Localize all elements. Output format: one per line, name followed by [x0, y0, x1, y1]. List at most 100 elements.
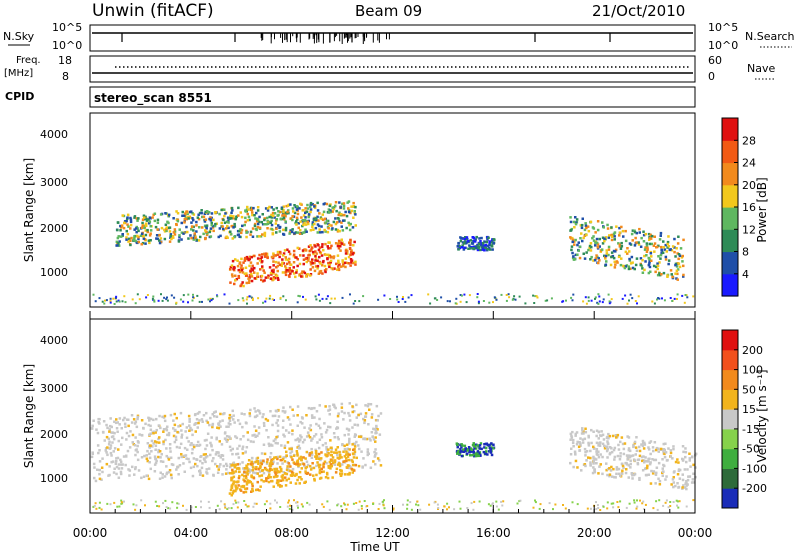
heatmap-cell: [344, 249, 348, 252]
heatmap-cell: [227, 221, 230, 224]
heatmap-cell: [126, 449, 130, 453]
heatmap-cell: [167, 456, 170, 460]
heatmap-cell: [592, 445, 595, 449]
heatmap-noise-cell: [665, 499, 668, 502]
heatmap-cell: [107, 437, 110, 441]
heatmap-cell: [315, 464, 318, 468]
heatmap-cell: [642, 233, 646, 237]
heatmap-noise-cell: [383, 499, 385, 502]
heatmap-cell: [225, 468, 228, 471]
heatmap-cell: [232, 217, 235, 220]
heatmap-cell: [573, 450, 577, 453]
heatmap-cell: [373, 455, 377, 458]
heatmap-cell: [191, 433, 194, 437]
heatmap-cell: [232, 418, 235, 421]
heatmap-noise-cell: [377, 508, 380, 510]
heatmap-cell: [260, 278, 263, 282]
heatmap-cell: [277, 261, 280, 264]
heatmap-cell: [175, 223, 178, 227]
heatmap-cell: [123, 220, 127, 223]
heatmap-cell: [309, 452, 312, 455]
heatmap-noise-cell: [446, 502, 449, 505]
heatmap-cell: [607, 245, 611, 249]
heatmap-cell: [588, 246, 591, 249]
heatmap-cell: [477, 454, 480, 458]
heatmap-cell: [309, 249, 312, 253]
heatmap-cell: [486, 247, 489, 251]
heatmap-cell: [287, 418, 291, 421]
heatmap-cell: [251, 487, 254, 491]
heatmap-noise-cell: [478, 500, 481, 503]
heatmap-cell: [106, 426, 109, 430]
heatmap-noise-cell: [226, 508, 229, 510]
heatmap-cell: [650, 234, 654, 238]
heatmap-cell: [689, 465, 692, 468]
heatmap-cell: [297, 440, 301, 443]
heatmap-cell: [465, 241, 468, 244]
heatmap-cell: [338, 453, 342, 457]
heatmap-cell: [165, 454, 168, 458]
heatmap-cell: [274, 441, 277, 445]
heatmap-cell: [255, 211, 258, 215]
heatmap-cell: [466, 449, 469, 452]
heatmap-cell: [290, 450, 294, 453]
heatmap-cell: [345, 214, 349, 218]
heatmap-cell: [236, 486, 239, 490]
heatmap-cell: [163, 230, 167, 233]
heatmap-cell: [259, 485, 262, 488]
heatmap-cell: [614, 263, 617, 266]
heatmap-cell: [94, 479, 98, 483]
heatmap-cell: [667, 245, 671, 248]
heatmap-noise-cell: [491, 503, 494, 505]
heatmap-cell: [258, 470, 262, 473]
heatmap-cell: [325, 202, 329, 206]
heatmap-cell: [269, 221, 272, 224]
heatmap-cell: [192, 213, 196, 216]
heatmap-cell: [314, 257, 318, 261]
heatmap-cell: [230, 464, 233, 467]
heatmap-noise-cell: [683, 301, 686, 304]
heatmap-cell: [236, 447, 239, 450]
heatmap-noise-cell: [516, 502, 519, 505]
heatmap-cell: [162, 428, 166, 431]
heatmap-cell: [134, 466, 137, 469]
heatmap-cell: [304, 211, 307, 215]
heatmap-cell: [348, 473, 351, 476]
heatmap-cell: [613, 455, 617, 459]
heatmap-cell: [334, 448, 338, 451]
heatmap-noise-cell: [153, 299, 156, 302]
heatmap-cell: [338, 241, 341, 244]
heatmap-cell: [245, 208, 249, 211]
heatmap-cell: [288, 252, 292, 256]
heatmap-cell: [119, 229, 122, 232]
heatmap-cell: [327, 227, 330, 230]
heatmap-cell: [133, 473, 136, 476]
heatmap-cell: [266, 209, 270, 212]
heatmap-cell: [129, 239, 132, 242]
heatmap-cell: [195, 230, 198, 233]
heatmap-cell: [260, 478, 263, 482]
heatmap-cell: [593, 457, 597, 460]
heatmap-cell: [133, 228, 136, 231]
heatmap-cell: [230, 225, 233, 228]
heatmap-cell: [324, 476, 328, 479]
heatmap-cell: [187, 414, 191, 418]
heatmap-noise-cell: [140, 499, 143, 502]
heatmap-cell: [117, 242, 120, 245]
heatmap-cell: [236, 463, 239, 466]
heatmap-cell: [261, 260, 264, 263]
heatmap-cell: [296, 462, 299, 466]
heatmap-cell: [164, 212, 167, 215]
heatmap-cell: [604, 236, 608, 239]
heatmap-cell: [690, 455, 694, 458]
heatmap-cell: [294, 221, 297, 225]
heatmap-noise-cell: [532, 294, 535, 297]
heatmap-cell: [681, 254, 684, 258]
heatmap-cell: [307, 222, 310, 226]
heatmap-cell: [288, 447, 291, 450]
heatmap-cell: [661, 251, 665, 254]
heatmap-cell: [255, 228, 258, 232]
heatmap-cell: [214, 211, 217, 214]
heatmap-noise-cell: [337, 503, 340, 506]
heatmap-cell: [217, 454, 221, 457]
